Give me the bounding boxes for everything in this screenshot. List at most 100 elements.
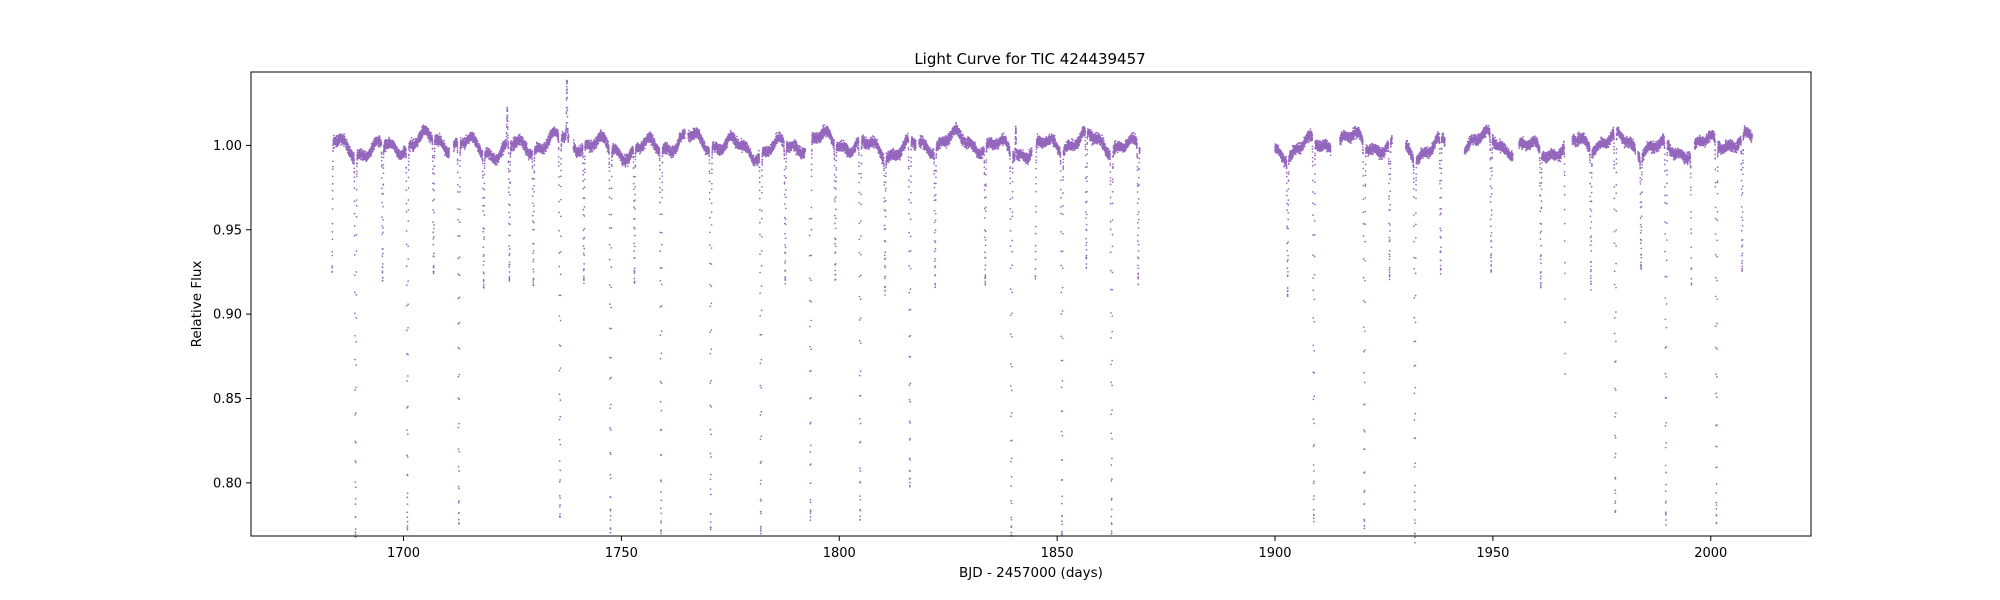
flux-point bbox=[549, 139, 552, 142]
flux-point bbox=[360, 158, 362, 161]
flux-point bbox=[412, 150, 415, 153]
flux-point bbox=[347, 143, 350, 146]
flux-point bbox=[433, 236, 435, 238]
flux-point bbox=[559, 399, 562, 401]
flux-point bbox=[478, 144, 481, 147]
flux-point bbox=[431, 147, 434, 150]
flux-point bbox=[481, 160, 484, 162]
flux-point bbox=[502, 153, 505, 156]
flux-point bbox=[566, 132, 569, 134]
flux-point bbox=[608, 163, 611, 166]
flux-point bbox=[610, 159, 613, 162]
flux-point bbox=[354, 358, 356, 361]
flux-point bbox=[560, 149, 563, 152]
flux-point bbox=[604, 135, 607, 137]
flux-point bbox=[565, 111, 568, 113]
flux-point bbox=[331, 189, 334, 192]
flux-point bbox=[483, 162, 486, 165]
flux-point bbox=[331, 222, 334, 225]
flux-point bbox=[380, 152, 383, 155]
flux-point bbox=[331, 254, 334, 257]
flux-point bbox=[531, 151, 534, 153]
flux-point bbox=[380, 143, 383, 146]
flux-point bbox=[557, 129, 559, 132]
flux-point bbox=[508, 275, 511, 278]
flux-point bbox=[608, 166, 611, 169]
flux-point bbox=[407, 405, 409, 408]
flux-point bbox=[336, 144, 339, 147]
flux-point bbox=[356, 162, 358, 165]
flux-point bbox=[368, 156, 371, 158]
flux-point bbox=[459, 176, 461, 179]
flux-point bbox=[432, 188, 434, 191]
flux-point bbox=[533, 171, 536, 174]
flux-point bbox=[431, 154, 434, 157]
flux-point bbox=[353, 180, 356, 183]
flux-point bbox=[353, 167, 356, 170]
flux-point bbox=[353, 152, 355, 154]
flux-point bbox=[459, 186, 461, 188]
flux-point bbox=[353, 274, 356, 277]
flux-point bbox=[441, 139, 443, 141]
flux-point bbox=[533, 164, 536, 166]
flux-point bbox=[456, 159, 459, 162]
flux-point bbox=[345, 138, 348, 141]
flux-point bbox=[566, 109, 569, 112]
flux-point bbox=[437, 145, 440, 148]
flux-point bbox=[431, 168, 434, 170]
flux-point bbox=[355, 486, 357, 489]
flux-point bbox=[577, 146, 580, 148]
flux-point bbox=[382, 167, 385, 169]
flux-point bbox=[381, 225, 384, 227]
flux-point bbox=[608, 227, 611, 229]
flux-point bbox=[407, 245, 410, 248]
flux-point bbox=[505, 133, 508, 135]
flux-point bbox=[595, 144, 598, 147]
flux-point bbox=[463, 148, 466, 150]
flux-point bbox=[557, 146, 560, 149]
flux-point bbox=[483, 159, 486, 162]
flux-point bbox=[588, 140, 591, 143]
flux-point bbox=[608, 243, 611, 246]
flux-point bbox=[508, 277, 511, 280]
flux-point bbox=[583, 171, 586, 174]
flux-point bbox=[431, 160, 434, 163]
flux-point bbox=[405, 284, 408, 286]
flux-point bbox=[506, 114, 509, 117]
flux-point bbox=[531, 161, 534, 163]
flux-point bbox=[566, 121, 569, 124]
flux-point bbox=[354, 389, 356, 392]
flux-point bbox=[407, 163, 410, 166]
flux-point bbox=[331, 238, 334, 241]
flux-point bbox=[503, 150, 505, 153]
flux-point bbox=[405, 202, 408, 205]
flux-point bbox=[356, 165, 358, 168]
flux-point bbox=[610, 286, 613, 289]
flux-point bbox=[407, 280, 409, 282]
flux-point bbox=[583, 236, 586, 239]
flux-point bbox=[380, 165, 383, 168]
flux-point bbox=[331, 175, 334, 178]
flux-point bbox=[546, 146, 549, 149]
flux-point bbox=[458, 373, 461, 376]
flux-point bbox=[442, 141, 445, 143]
flux-point bbox=[610, 165, 613, 168]
flux-point bbox=[608, 153, 610, 155]
flux-point bbox=[405, 329, 408, 332]
flux-point bbox=[370, 153, 373, 156]
flux-point bbox=[355, 271, 358, 273]
flux-point bbox=[340, 133, 343, 136]
flux-point bbox=[559, 367, 562, 369]
flux-point bbox=[532, 268, 535, 271]
flux-point bbox=[610, 376, 612, 379]
flux-point bbox=[532, 220, 534, 222]
flux-point bbox=[610, 197, 613, 200]
flux-point bbox=[567, 133, 570, 136]
flux-point bbox=[407, 160, 410, 163]
flux-point bbox=[563, 141, 566, 144]
flux-point bbox=[458, 398, 461, 401]
flux-point bbox=[608, 187, 611, 190]
flux-point bbox=[421, 135, 424, 138]
flux-point bbox=[561, 130, 564, 133]
flux-point bbox=[475, 138, 478, 141]
